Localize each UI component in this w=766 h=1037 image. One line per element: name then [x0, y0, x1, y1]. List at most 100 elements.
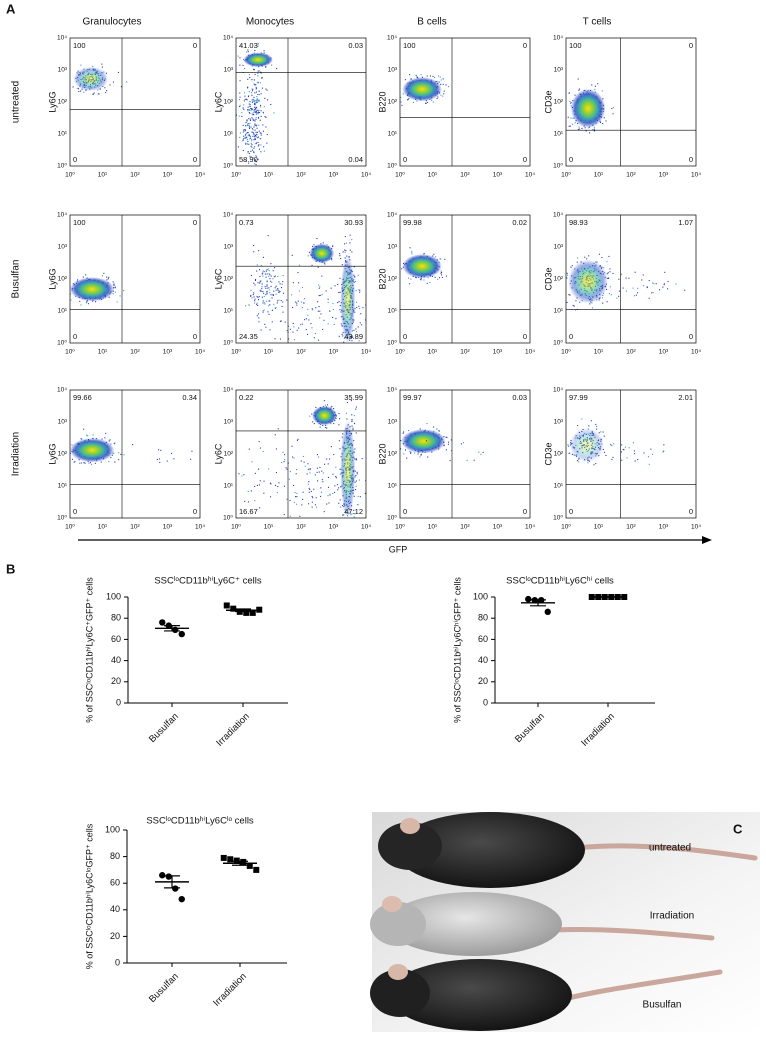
event-dot	[247, 110, 249, 112]
event-dot	[285, 467, 287, 469]
event-dot	[123, 290, 125, 292]
event-dot	[332, 244, 334, 246]
event-dot	[263, 309, 265, 311]
event-dot	[114, 287, 116, 289]
event-dot	[262, 256, 264, 258]
event-dot	[286, 330, 288, 332]
quadrant-value: 47.12	[344, 507, 363, 516]
event-dot	[438, 81, 440, 83]
event-dot	[261, 285, 263, 287]
event-dot	[342, 514, 344, 516]
event-dot	[438, 430, 440, 432]
event-dot	[340, 486, 342, 488]
event-dot	[254, 138, 256, 140]
event-dot	[602, 297, 604, 299]
data-point	[246, 862, 253, 869]
y-tick-label: 10³	[224, 244, 234, 251]
event-dot	[648, 297, 650, 299]
event-dot	[251, 297, 253, 299]
event-dot	[126, 81, 128, 83]
event-dot	[355, 459, 357, 461]
event-dot	[448, 441, 450, 443]
event-dot	[239, 57, 241, 59]
event-dot	[332, 492, 334, 494]
event-dot	[311, 308, 313, 310]
event-dot	[258, 484, 260, 486]
event-dot	[322, 242, 324, 244]
event-dot	[410, 278, 412, 280]
event-dot	[646, 287, 648, 289]
event-dot	[590, 420, 592, 422]
event-dot	[633, 295, 635, 297]
quadrant-value: 0	[569, 155, 573, 164]
dot-chart: SSCˡᵒCD11bʰⁱLy6Cˡᵒ cells% of SSCˡᵒCD11bʰ…	[84, 816, 287, 1009]
event-dot	[252, 68, 254, 70]
event-dot	[258, 144, 260, 146]
event-dot	[263, 50, 265, 52]
event-dot	[359, 289, 361, 291]
event-dot	[250, 490, 252, 492]
event-dot	[443, 93, 445, 95]
event-dot	[355, 485, 357, 487]
event-dot	[327, 476, 329, 478]
event-dot	[357, 274, 359, 276]
event-dot	[261, 273, 263, 275]
y-tick-label: 10¹	[554, 131, 564, 138]
event-dot	[253, 119, 255, 121]
event-dot	[329, 493, 331, 495]
event-dot	[390, 315, 391, 316]
event-dot	[332, 308, 334, 310]
event-dot	[319, 310, 321, 312]
y-axis-label: CD3e	[543, 442, 553, 465]
event-dot	[351, 347, 352, 348]
event-dot	[262, 275, 264, 277]
y-axis-label: % of SSCˡᵒCD11bʰⁱLy6CˡᵒGFP⁺ cells	[84, 823, 94, 969]
event-dot	[352, 452, 354, 454]
event-dot	[567, 444, 569, 446]
density	[238, 400, 366, 518]
event-dot	[254, 50, 256, 52]
event-dot	[322, 481, 324, 483]
event-dot	[606, 301, 608, 303]
event-dot	[339, 277, 341, 279]
event-dot	[252, 88, 254, 90]
event-dot	[248, 91, 250, 93]
quadrant-value: 1.07	[678, 218, 693, 227]
event-dot	[400, 440, 402, 442]
event-dot	[282, 301, 284, 303]
quadrant-value: 100	[569, 41, 582, 50]
event-dot	[570, 266, 572, 268]
event-dot	[280, 320, 282, 322]
event-dot	[319, 317, 321, 319]
event-dot	[266, 291, 268, 293]
x-tick-label: Busulfan	[147, 971, 181, 1005]
event-dot	[342, 335, 344, 337]
event-dot	[251, 149, 253, 151]
event-dot	[603, 451, 605, 453]
event-dot	[251, 109, 253, 111]
event-dot	[246, 99, 248, 101]
event-dot	[592, 307, 594, 309]
density	[72, 63, 128, 95]
event-dot	[294, 492, 296, 494]
event-dot	[592, 129, 594, 131]
x-tick-label: 10⁴	[691, 172, 701, 179]
event-dot	[268, 273, 270, 275]
event-dot	[572, 117, 574, 119]
event-dot	[263, 295, 265, 297]
quadrant-value: 99.66	[73, 393, 92, 402]
event-dot	[259, 281, 261, 283]
event-dot	[324, 404, 326, 406]
event-dot	[319, 426, 321, 428]
event-dot	[252, 129, 254, 131]
quadrant-value: 0	[193, 507, 197, 516]
data-point	[544, 608, 551, 616]
event-dot	[257, 297, 259, 299]
event-dot	[359, 291, 361, 293]
event-dot	[578, 461, 580, 463]
event-dot	[443, 90, 445, 92]
x-tick-label: 10¹	[264, 349, 274, 356]
event-dot	[258, 117, 260, 119]
event-dot	[253, 109, 255, 111]
density-core	[309, 243, 335, 264]
